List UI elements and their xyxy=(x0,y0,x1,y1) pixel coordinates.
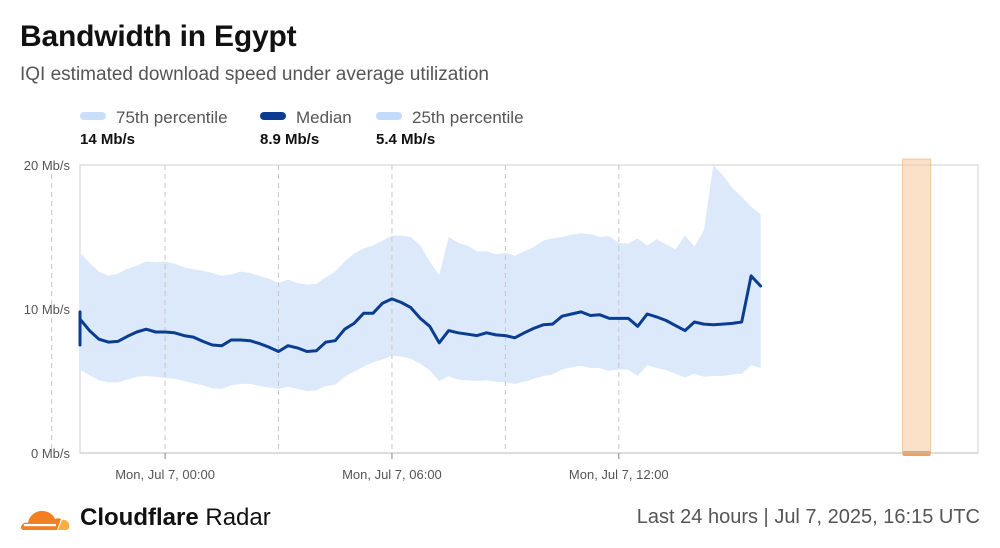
footer-timestamp: Last 24 hours | Jul 7, 2025, 16:15 UTC xyxy=(637,506,980,529)
legend-label-median: Median xyxy=(296,108,352,127)
legend: 75th percentile 14 Mb/s Median 8.9 Mb/s … xyxy=(80,108,680,152)
legend-swatch-median xyxy=(260,112,286,120)
brand-name-light: Radar xyxy=(205,504,271,531)
chart-title: Bandwidth in Egypt xyxy=(20,20,297,53)
y-tick-label-0: 0 Mb/s xyxy=(31,446,71,461)
footer-separator: | xyxy=(763,506,769,528)
legend-swatch-p75 xyxy=(80,112,106,120)
legend-item-p25[interactable]: 25th percentile 5.4 Mb/s xyxy=(376,108,524,148)
legend-label-p75: 75th percentile xyxy=(116,108,228,127)
timestamp-label: Jul 7, 2025, 16:15 UTC xyxy=(774,506,980,528)
brand-name: Cloudflare Radar xyxy=(80,504,271,532)
legend-item-median[interactable]: Median 8.9 Mb/s xyxy=(260,108,352,148)
x-tick-label-2: Mon, Jul 7, 06:00 xyxy=(342,467,442,482)
chart-subtitle: IQI estimated download speed under avera… xyxy=(20,64,489,85)
percentile-band-area xyxy=(80,165,761,392)
median-line xyxy=(78,274,763,353)
time-range-label: Last 24 hours xyxy=(636,506,758,528)
bandwidth-chart[interactable]: 0 Mb/s10 Mb/s20 Mb/sSun, Jul 6, 18:00Mon… xyxy=(0,150,1000,490)
brand-name-bold: Cloudflare xyxy=(80,504,199,531)
x-tick-label-1: Mon, Jul 7, 00:00 xyxy=(115,467,215,482)
x-tick-label-3: Mon, Jul 7, 12:00 xyxy=(569,467,669,482)
legend-value-p75: 14 Mb/s xyxy=(80,131,136,148)
legend-value-median: 8.9 Mb/s xyxy=(260,131,320,148)
legend-item-p75[interactable]: 75th percentile 14 Mb/s xyxy=(80,108,228,148)
y-tick-label-1: 10 Mb/s xyxy=(24,302,71,317)
y-tick-label-2: 20 Mb/s xyxy=(24,158,71,173)
legend-value-p25: 5.4 Mb/s xyxy=(376,131,436,148)
legend-label-p25: 25th percentile xyxy=(412,108,524,127)
legend-swatch-p25 xyxy=(376,112,402,120)
highlight-region xyxy=(901,158,932,454)
cloudflare-logo-icon xyxy=(20,511,70,530)
